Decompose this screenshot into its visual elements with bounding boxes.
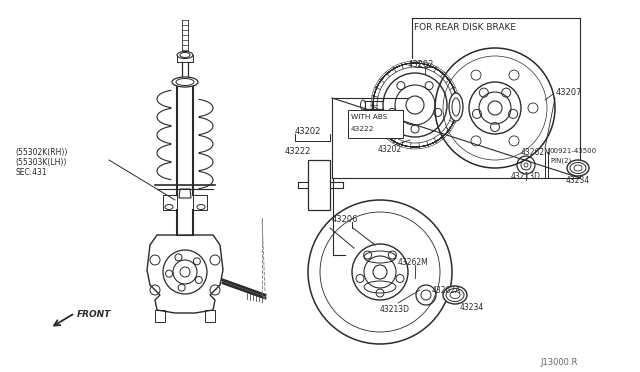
Circle shape (406, 96, 424, 114)
Text: 43222: 43222 (351, 126, 374, 132)
Text: PIN(2): PIN(2) (550, 157, 572, 164)
Text: 00921-43500: 00921-43500 (550, 148, 597, 154)
Text: 43213D: 43213D (511, 172, 541, 181)
Text: 43234: 43234 (566, 176, 590, 185)
Text: 43206: 43206 (332, 215, 358, 224)
Circle shape (180, 267, 190, 277)
Circle shape (373, 265, 387, 279)
Text: J13000.R: J13000.R (540, 358, 577, 367)
Text: FOR REAR DISK BRAKE: FOR REAR DISK BRAKE (414, 23, 516, 32)
Ellipse shape (567, 160, 589, 176)
Text: 43222: 43222 (285, 147, 312, 156)
Ellipse shape (449, 93, 463, 121)
Text: 43202: 43202 (295, 127, 321, 136)
Text: WITH ABS: WITH ABS (351, 114, 387, 120)
Ellipse shape (443, 286, 467, 304)
Ellipse shape (177, 51, 193, 58)
Text: (55303K(LH)): (55303K(LH)) (15, 158, 67, 167)
Text: 43262M: 43262M (521, 148, 552, 157)
Text: 43202: 43202 (408, 60, 435, 69)
Text: 43207: 43207 (556, 88, 582, 97)
Text: 43262M: 43262M (398, 258, 429, 267)
Text: FRONT: FRONT (77, 310, 111, 319)
Ellipse shape (172, 77, 198, 87)
Polygon shape (348, 110, 403, 138)
Polygon shape (308, 160, 330, 210)
Text: (55302K(RH)): (55302K(RH)) (15, 148, 67, 157)
Text: 43234: 43234 (460, 303, 484, 312)
Circle shape (488, 101, 502, 115)
Text: 43202: 43202 (378, 145, 402, 154)
Text: 43213D: 43213D (380, 305, 410, 314)
Circle shape (524, 163, 528, 167)
Text: 43262A: 43262A (432, 286, 461, 295)
Text: SEC.431: SEC.431 (15, 168, 47, 177)
